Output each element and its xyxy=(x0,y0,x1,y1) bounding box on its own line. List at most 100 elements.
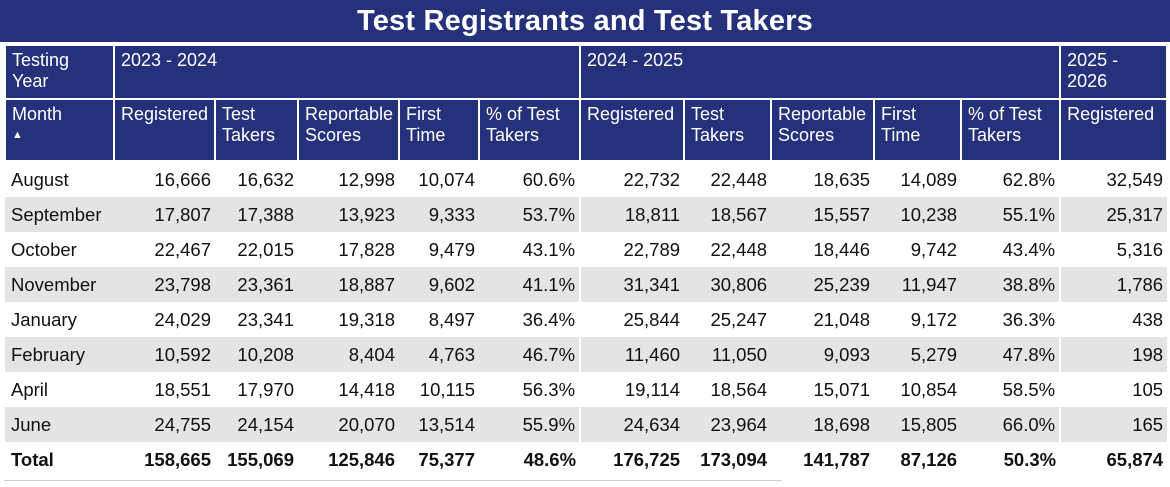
table-cell: 9,172 xyxy=(874,302,962,337)
year-header-2025-2026: 2025 - 2026 xyxy=(1059,44,1169,100)
table-cell: 48.6% xyxy=(479,442,581,478)
table-cell: 17,828 xyxy=(298,232,399,267)
table-cell: 16,666 xyxy=(114,161,215,197)
registrants-table: Testing Year 2023 - 2024 2024 - 2025 202… xyxy=(4,44,1169,478)
column-header: % of Test Takers xyxy=(960,98,1062,162)
table-cell: 15,557 xyxy=(771,197,875,232)
column-header: First Time xyxy=(873,98,963,162)
column-header: Reportable Scores xyxy=(770,98,876,162)
table-cell: 158,665 xyxy=(114,442,215,478)
table-cell: 41.1% xyxy=(479,267,582,302)
table-cell: October xyxy=(5,232,114,267)
table-cell: 13,923 xyxy=(298,197,399,232)
column-header: Registered xyxy=(579,98,686,162)
table-cell: 14,418 xyxy=(298,372,399,407)
table-cell: 36.3% xyxy=(961,302,1062,337)
table-cell: 60.6% xyxy=(479,161,582,197)
column-header: Test Takers xyxy=(683,98,773,162)
table-row: August 16,666 16,632 12,998 10,074 60.6% 22,73… xyxy=(5,161,1168,197)
table-cell: 10,115 xyxy=(399,372,479,407)
table-cell: 22,448 xyxy=(684,232,772,267)
sort-ascending-icon[interactable]: ▲ xyxy=(12,129,23,141)
table-cell: 125,846 xyxy=(298,442,399,478)
table-cell: 24,755 xyxy=(114,407,215,442)
table-cell: 22,732 xyxy=(580,161,685,197)
table-cell: 15,805 xyxy=(874,407,962,442)
table-cell: 10,238 xyxy=(874,197,962,232)
table-cell: 18,567 xyxy=(684,197,772,232)
table-cell: January xyxy=(5,302,114,337)
table-cell: 1,786 xyxy=(1060,267,1168,302)
month-header[interactable]: Month ▲ xyxy=(4,98,115,162)
table-cell: 32,549 xyxy=(1060,161,1168,197)
table-cell: 36.4% xyxy=(479,302,582,337)
table-cell: 14,089 xyxy=(874,161,962,197)
table-cell: 75,377 xyxy=(399,442,479,478)
table-cell: 66.0% xyxy=(961,407,1062,442)
table-cell: 17,388 xyxy=(215,197,298,232)
column-header: Reportable Scores xyxy=(297,98,400,162)
table-cell: 22,789 xyxy=(580,232,685,267)
table-cell: 24,634 xyxy=(580,407,685,442)
table-cell: 141,787 xyxy=(771,442,875,478)
table-cell: August xyxy=(5,161,114,197)
table-row: June 24,755 24,154 20,070 13,514 55.9% 24,634 2… xyxy=(5,407,1168,442)
table-row: November 23,798 23,361 18,887 9,602 41.1% 31,3… xyxy=(5,267,1168,302)
table-cell: June xyxy=(5,407,114,442)
table-cell: 18,564 xyxy=(684,372,772,407)
table-cell: 23,964 xyxy=(684,407,772,442)
column-header: Test Takers xyxy=(214,98,299,162)
table-cell: 17,807 xyxy=(114,197,215,232)
report-title: Test Registrants and Test Takers xyxy=(0,0,1170,42)
table-cell: 55.9% xyxy=(479,407,582,442)
table-cell: 10,592 xyxy=(114,337,215,372)
table-cell: 18,446 xyxy=(771,232,875,267)
table-cell: 31,341 xyxy=(580,267,685,302)
table-cell: 11,050 xyxy=(684,337,772,372)
table-cell: 18,811 xyxy=(580,197,685,232)
column-header: First Time xyxy=(398,98,480,162)
table-row: January 24,029 23,341 19,318 8,497 36.4% 25,84… xyxy=(5,302,1168,337)
table-cell: 23,361 xyxy=(215,267,298,302)
table-cell: 105 xyxy=(1060,372,1168,407)
table-cell: 24,154 xyxy=(215,407,298,442)
table-cell: 58.5% xyxy=(961,372,1062,407)
table-cell: 198 xyxy=(1060,337,1168,372)
bottom-divider xyxy=(4,480,782,481)
table-cell: 18,698 xyxy=(771,407,875,442)
table-cell: 25,239 xyxy=(771,267,875,302)
table-cell: February xyxy=(5,337,114,372)
table-cell: 5,279 xyxy=(874,337,962,372)
table-cell: 8,497 xyxy=(399,302,479,337)
table-cell: 24,029 xyxy=(114,302,215,337)
year-header-2023-2024: 2023 - 2024 xyxy=(112,44,582,100)
table-cell: 438 xyxy=(1060,302,1168,337)
column-header: Registered xyxy=(113,98,216,162)
total-row: Total 158,665 155,069 125,846 75,377 48.6% 176… xyxy=(5,442,1168,478)
table-cell: 22,015 xyxy=(215,232,298,267)
table-cell: 10,854 xyxy=(874,372,962,407)
table-cell: Total xyxy=(5,442,114,478)
table-cell: November xyxy=(5,267,114,302)
table-cell: 9,602 xyxy=(399,267,479,302)
table-cell: 18,635 xyxy=(771,161,875,197)
table-cell: 53.7% xyxy=(479,197,582,232)
table-cell: September xyxy=(5,197,114,232)
table-row: September 17,807 17,388 13,923 9,333 53.7% 18,… xyxy=(5,197,1168,232)
table-cell: 18,887 xyxy=(298,267,399,302)
table-cell: 15,071 xyxy=(771,372,875,407)
table-cell: 43.1% xyxy=(479,232,582,267)
table-cell: 62.8% xyxy=(961,161,1062,197)
table-cell: 50.3% xyxy=(961,442,1061,478)
table-cell: 47.8% xyxy=(961,337,1062,372)
table-cell: 5,316 xyxy=(1060,232,1168,267)
table-cell: 17,970 xyxy=(215,372,298,407)
table-cell: 9,742 xyxy=(874,232,962,267)
table-row: April 18,551 17,970 14,418 10,115 56.3% 19,114… xyxy=(5,372,1168,407)
table-cell: 55.1% xyxy=(961,197,1062,232)
table-cell: 13,514 xyxy=(399,407,479,442)
table-cell: 11,947 xyxy=(874,267,962,302)
table-row: October 22,467 22,015 17,828 9,479 43.1% 22,78… xyxy=(5,232,1168,267)
table-cell: 87,126 xyxy=(874,442,962,478)
